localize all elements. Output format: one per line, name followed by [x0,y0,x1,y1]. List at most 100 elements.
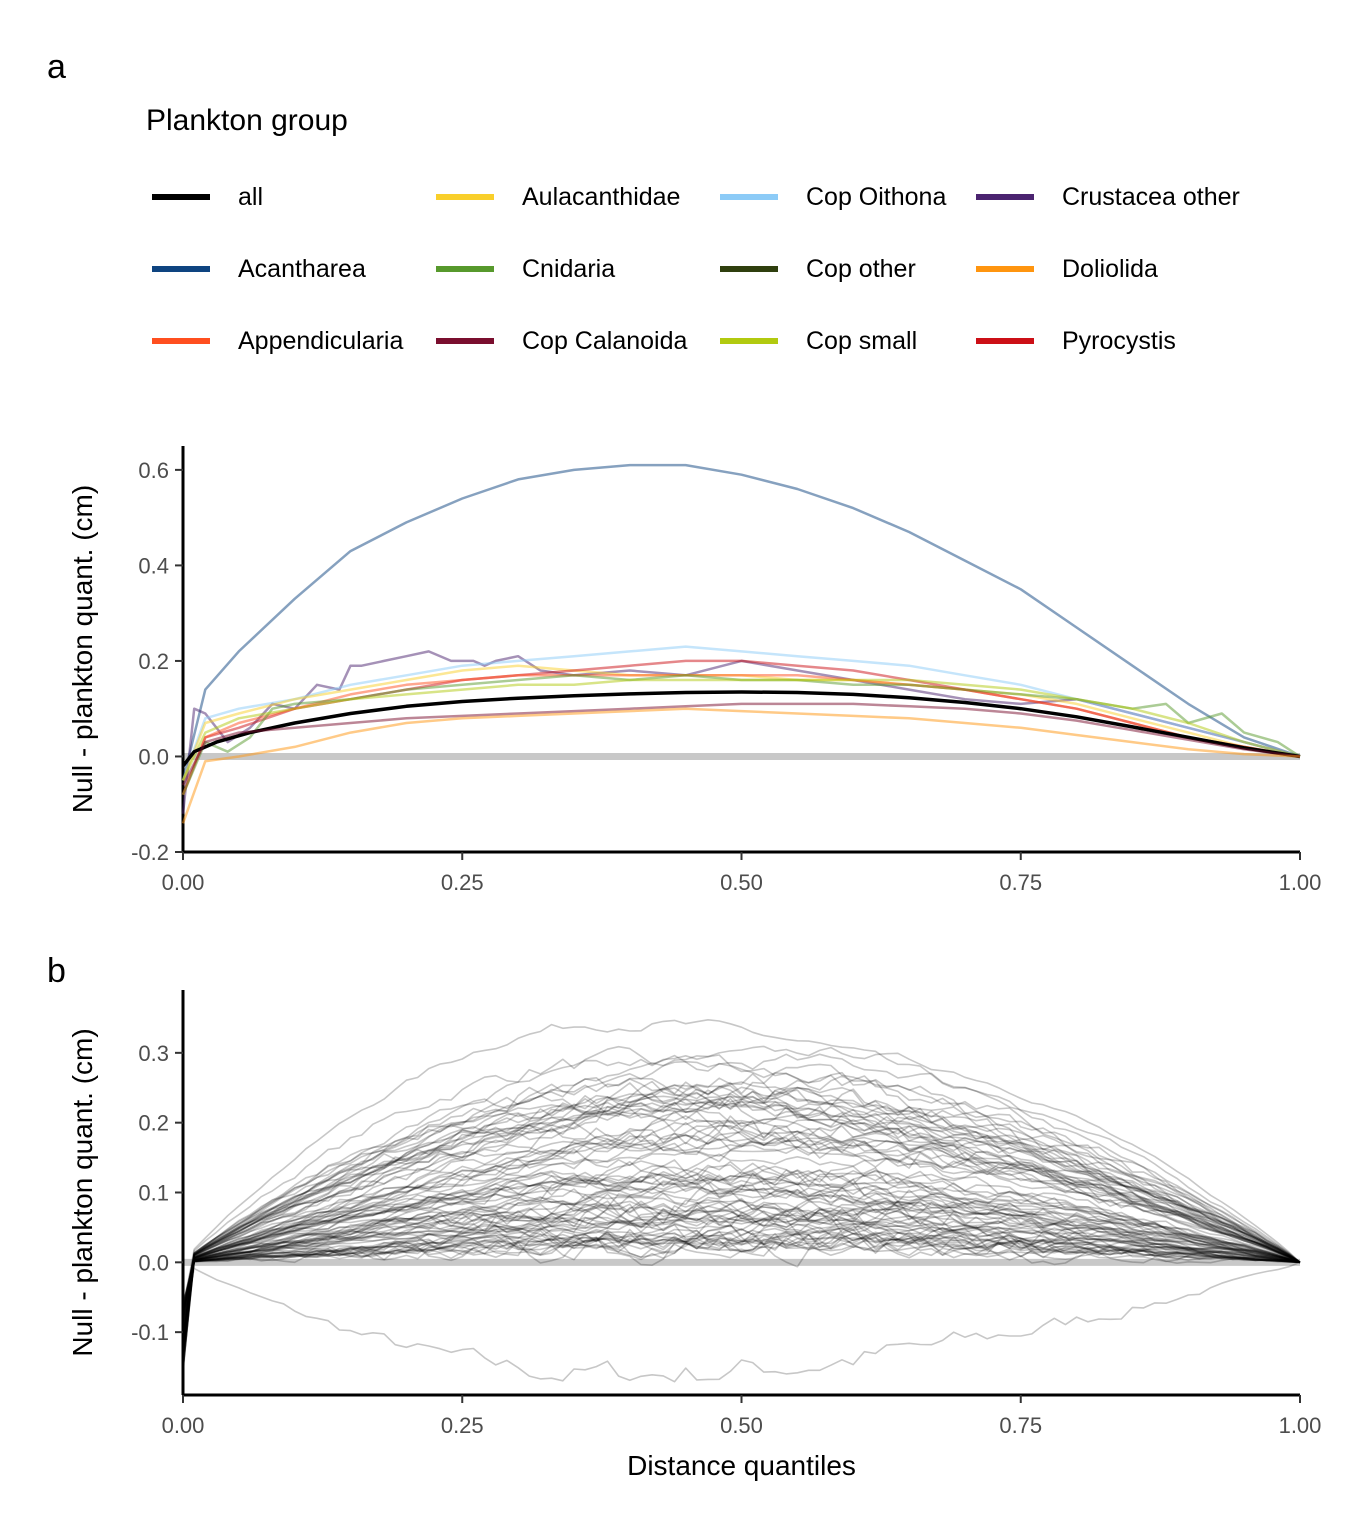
profile-line [182,1227,1301,1305]
profile-line [182,1175,1301,1320]
profile-line [182,1215,1301,1340]
x-tick-label-a: 0.00 [162,870,205,895]
legend-swatch [976,266,1034,272]
profile-line [182,1228,1301,1324]
profile-line [182,1222,1301,1369]
profile-line [182,1173,1301,1370]
profile-line [182,1086,1301,1350]
legend-label: Appendicularia [238,326,404,355]
profile-line [182,1095,1301,1340]
profile-line [182,1203,1301,1323]
legend-item-cop-other: Cop other [720,254,916,284]
legend-item-cop-oithona: Cop Oithona [720,182,946,212]
legend-item-pyrocystis: Pyrocystis [976,326,1176,356]
legend-swatch [436,338,494,344]
profile-line [182,1230,1301,1364]
series-line-cop-small [181,678,1301,781]
series-line-cop-calanoida [181,702,1301,786]
y-axis-title-a: Null - plankton quant. (cm) [67,485,98,813]
profile-line [182,1095,1301,1345]
series-line-all [181,690,1301,768]
legend-swatch [436,194,494,200]
profile-line [182,1214,1301,1345]
profile-line [182,1216,1301,1333]
series-line-doliolida [181,707,1301,824]
legend-item-aulacanthidae: Aulacanthidae [436,182,680,212]
profile-line [182,1227,1301,1343]
profile-line [182,1054,1301,1319]
profile-line [182,1214,1301,1326]
legend-label: Pyrocystis [1062,326,1176,355]
profile-line [182,1170,1301,1357]
profile-line [182,1175,1301,1340]
profile-line [182,1018,1301,1310]
profile-line [182,1074,1301,1306]
legend-label: Cnidaria [522,254,616,283]
legend-swatch [976,194,1034,200]
legend-item-cnidaria: Cnidaria [436,254,615,284]
legend-label: Cop Calanoida [522,326,688,355]
profile-line [182,1131,1301,1351]
profile-line [182,1125,1301,1314]
profile-line [182,1045,1301,1321]
profile-line [182,1200,1301,1319]
y-tick-label-b: -0.1 [131,1320,169,1345]
profile-line [182,1207,1301,1314]
profile-line [182,1136,1301,1358]
profile-line [182,1098,1301,1310]
profile-line [182,1221,1301,1338]
legend-label: Cop Oithona [806,182,947,211]
profile-line [182,1235,1301,1352]
legend-item-appendicularia: Appendicularia [152,326,403,356]
profile-line [182,1161,1301,1308]
legend-label: Aulacanthidae [522,182,681,211]
legend-label: Crustacea other [1062,182,1240,211]
profile-line [182,1200,1301,1357]
profile-line [182,1223,1301,1324]
profile-line [182,1045,1301,1314]
profile-line [182,1207,1301,1316]
legend-item-doliolida: Doliolida [976,254,1158,284]
y-axis-title-b: Null - plankton quant. (cm) [67,1028,98,1356]
legend-label: Cop other [806,254,916,283]
x-tick-label-b: 0.75 [999,1413,1042,1438]
legend-label: all [238,182,264,211]
series-line-cop-oithona [181,645,1301,781]
profile-line [182,1092,1301,1344]
legend-swatch [436,266,494,272]
legend-title: Plankton group [146,104,348,137]
profile-line [182,1226,1301,1370]
profile-line [182,1232,1301,1315]
profile-line [182,1137,1301,1370]
profile-line [182,1231,1301,1353]
profile-line [182,1053,1301,1326]
profile-line [182,1071,1301,1315]
profile-line [182,1119,1301,1337]
profile-line [182,1136,1301,1329]
x-tick-label-b: 0.25 [441,1413,484,1438]
profile-line [182,1078,1301,1319]
profile-line [182,1199,1301,1308]
profile-line [182,1118,1301,1343]
profile-line [182,1224,1301,1334]
legend-swatch [720,194,778,200]
profile-line [182,1119,1301,1371]
profile-line [182,1209,1301,1308]
profile-line [182,1233,1301,1352]
profile-line [182,1169,1301,1313]
x-tick-label-a: 0.50 [720,870,763,895]
profile-line [182,1165,1301,1343]
profile-line [182,1193,1301,1362]
profile-line [182,1081,1301,1348]
panel-label-b: b [47,952,66,990]
legend-item-acantharea: Acantharea [152,254,366,284]
profile-line [182,1107,1301,1305]
legend-swatch [976,338,1034,344]
profile-line [182,1230,1301,1348]
legend-item-cop-calanoida: Cop Calanoida [436,326,687,356]
profile-line [182,1184,1301,1318]
x-tick-label-b: 0.00 [162,1413,205,1438]
y-tick-label-a: -0.2 [131,840,169,865]
profile-line [182,1240,1301,1359]
